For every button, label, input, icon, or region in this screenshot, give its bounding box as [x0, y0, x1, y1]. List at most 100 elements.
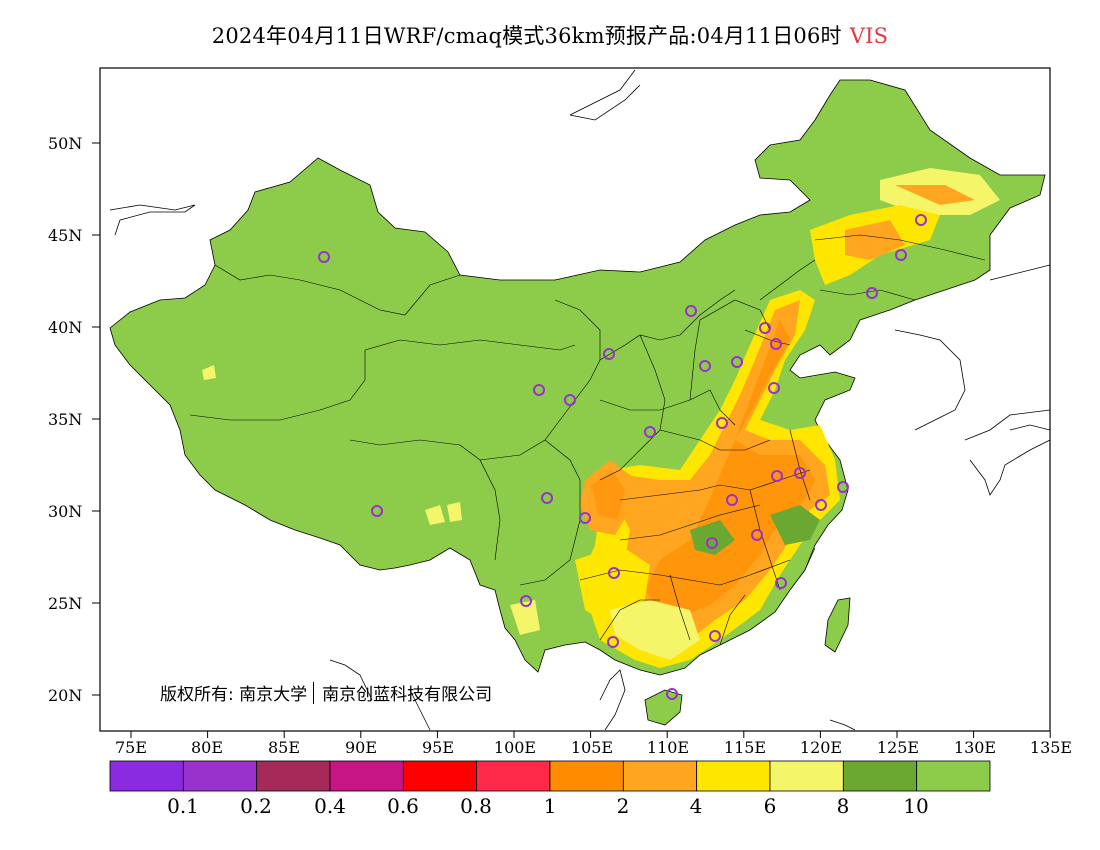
y-tick-label: 35N [48, 410, 83, 429]
vis-zone-northeast-orange2 [895, 185, 975, 205]
station-marker [541, 492, 553, 504]
colorbar-label: 6 [763, 794, 777, 818]
vis-zone-guangxi-yellow [610, 600, 700, 660]
station-marker [716, 417, 728, 429]
x-tick-label: 90E [344, 738, 378, 757]
colorbar-swatch [842, 760, 918, 792]
colorbar-label: 0.4 [314, 794, 346, 818]
vis-zone-central-orange [645, 320, 815, 615]
colorbar-swatch [769, 760, 844, 792]
taiwan-island [824, 597, 851, 653]
y-tick-label: 20N [48, 686, 83, 705]
colorbar-swatch [256, 760, 331, 792]
station-marker [768, 382, 780, 394]
copyright-company: 南京创蓝科技有限公司 [322, 685, 493, 705]
colorbar-label: 0.6 [387, 794, 419, 818]
colorbar-swatch [696, 760, 771, 792]
station-marker [608, 567, 620, 579]
colorbar-label: 0.8 [460, 794, 492, 818]
colorbar-label: 10 [903, 794, 929, 818]
province-borders [189, 234, 986, 646]
x-tick-label: 100E [493, 738, 537, 757]
x-tick-label: 125E [876, 738, 920, 757]
copyright-separator [313, 682, 315, 704]
station-marker [751, 529, 763, 541]
y-tick-label: 40N [48, 318, 83, 337]
x-tick-label: 75E [114, 738, 148, 757]
x-tick-label: 80E [190, 738, 224, 757]
station-marker [759, 322, 771, 334]
vis-zone-tibet-yellow2 [447, 502, 462, 522]
y-tick-label: 50N [48, 134, 83, 153]
y-tick-label: 45N [48, 226, 83, 245]
y-ticks [92, 142, 100, 696]
colorbar-swatch [402, 760, 478, 792]
colorbar-swatch [109, 760, 184, 792]
colorbar-label: 1 [543, 794, 557, 818]
station-marker [706, 537, 718, 549]
station-marker [579, 512, 591, 524]
x-ticks [130, 731, 1051, 738]
x-tick-label: 105E [570, 738, 614, 757]
station-marker [775, 577, 787, 589]
station-marker [533, 384, 545, 396]
vis-zone-yunnan-yellow [510, 600, 540, 635]
station-marker [371, 505, 383, 517]
colorbar-swatch [476, 760, 551, 792]
vis-zone-tibet-yellow [425, 505, 445, 525]
neighbor-coastlines [109, 69, 1050, 731]
x-tick-label: 110E [646, 738, 690, 757]
y-tick-label: 25N [48, 594, 83, 613]
station-marker [770, 338, 782, 350]
station-marker [731, 356, 743, 368]
plot-frame [99, 67, 1051, 732]
vis-zone-jiangnan-darkgreen [770, 505, 820, 545]
station-marker [895, 249, 907, 261]
x-tick-label: 95E [421, 738, 455, 757]
colorbar-swatch [622, 760, 698, 792]
station-marker [915, 214, 927, 226]
x-tick-label: 120E [799, 738, 843, 757]
station-marker [318, 251, 330, 263]
station-markers [318, 214, 927, 700]
station-marker [685, 305, 697, 317]
station-marker [607, 636, 619, 648]
vis-zone-sichuan-deep [592, 470, 625, 520]
title-text: 2024年04月11日WRF/cmaq模式36km预报产品:04月11日06时 [211, 24, 842, 48]
station-marker [520, 595, 532, 607]
station-marker [726, 494, 738, 506]
x-tick-label: 115E [723, 738, 767, 757]
station-marker [709, 630, 721, 642]
colorbar-swatch [182, 760, 258, 792]
vis-zone-northeast-orange [845, 220, 905, 260]
station-marker [866, 287, 878, 299]
station-marker [603, 348, 615, 360]
station-marker [666, 688, 678, 700]
vis-zone-xinjiang-yellow [202, 365, 216, 380]
colorbar-label: 2 [616, 794, 630, 818]
colorbar-label: 8 [836, 794, 850, 818]
station-marker [699, 360, 711, 372]
x-tick-label: 135E [1029, 738, 1073, 757]
colorbar-swatch [549, 760, 624, 792]
station-marker [794, 467, 806, 479]
x-tick-label: 85E [267, 738, 301, 757]
station-marker [837, 481, 849, 493]
china-landmass [109, 79, 1046, 676]
x-tick-label: 130E [953, 738, 997, 757]
y-tick-label: 30N [48, 502, 83, 521]
station-marker [564, 394, 576, 406]
colorbar-label: 0.1 [167, 794, 199, 818]
copyright-notice: 版权所有: 南京大学 南京创蓝科技有限公司 [160, 680, 492, 705]
station-marker [815, 499, 827, 511]
colorbar-label: 0.2 [240, 794, 272, 818]
copyright-owner: 版权所有: 南京大学 [160, 685, 308, 705]
colorbar-swatch [329, 760, 404, 792]
map-layer [109, 69, 1050, 731]
station-marker [644, 426, 656, 438]
chart-title: 2024年04月11日WRF/cmaq模式36km预报产品:04月11日06时 V… [0, 20, 1100, 50]
station-marker [771, 470, 783, 482]
colorbar-swatch [916, 760, 991, 792]
colorbar [109, 760, 991, 792]
